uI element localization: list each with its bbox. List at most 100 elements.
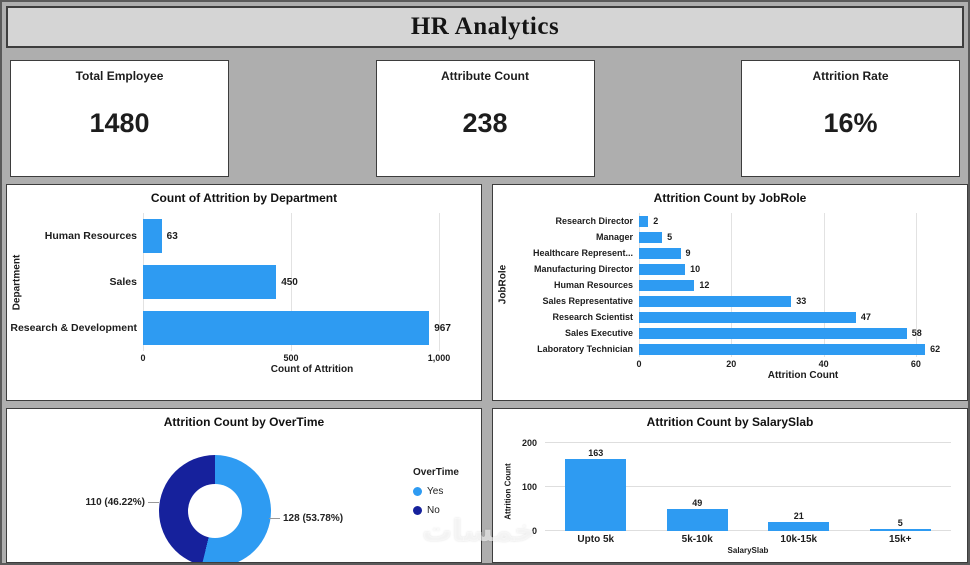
dashboard-header: HR Analytics [6, 6, 964, 48]
y-tick-label: 200 [521, 438, 537, 448]
chart-body: Human Resources Sales Research & Developme… [7, 213, 481, 375]
category-label: Research Scientist [552, 312, 633, 322]
chart-title: Count of Attrition by Department [150, 191, 338, 205]
bar[interactable] [869, 528, 931, 531]
legend-item-no[interactable]: No [413, 505, 459, 516]
category-label: Research Director [555, 216, 633, 226]
y-axis-ticks: 0 100 200 [517, 438, 541, 536]
leader-line [148, 502, 159, 503]
watermark: خمسات [422, 514, 536, 549]
bar-value-label: 49 [692, 498, 703, 509]
bar-row: 9 [639, 245, 939, 261]
bar-value-label: 10 [690, 264, 701, 274]
charts-grid: Count of Attrition by Department Departm… [6, 184, 968, 563]
bar-row: 967 [143, 305, 451, 351]
bar[interactable] [143, 219, 162, 253]
bar-value-label: 5 [667, 232, 673, 242]
category-label: Upto 5k [577, 534, 615, 545]
x-tick-label: 0 [140, 353, 146, 363]
bar-row: 33 [639, 293, 939, 309]
bar[interactable] [143, 265, 277, 299]
y-tick-label: 100 [521, 482, 537, 492]
chart-title: Attrition Count by SalarySlab [646, 415, 814, 429]
x-axis-label: SalarySlab [727, 546, 769, 555]
x-tick-label: 40 [818, 359, 829, 369]
kpi-value: 238 [462, 108, 508, 138]
slice-label-no: 110 (46.22%) [35, 497, 159, 508]
category-label: Laboratory Technician [537, 344, 633, 354]
bar[interactable] [666, 509, 728, 531]
legend-items: Yes No [413, 486, 459, 516]
bar[interactable] [639, 311, 856, 323]
category-label: Manufacturing Director [533, 264, 633, 274]
gridline [545, 442, 951, 443]
overtime-donut-chart: 110 (46.22%) 128 (53.78%) OverTime Yes No [7, 429, 481, 562]
bar-value-label: 21 [793, 510, 804, 521]
bar[interactable] [768, 521, 830, 531]
bar[interactable] [639, 247, 681, 259]
bar-row: 63 [143, 213, 439, 259]
bar[interactable] [639, 215, 649, 227]
bar-value-label: 2 [653, 216, 659, 226]
slice-value-no: 110 (46.22%) [85, 497, 146, 508]
x-tick-label: 0 [636, 359, 642, 369]
kpi-value: 16% [823, 108, 878, 138]
category-label: 5k-10k [681, 534, 713, 545]
category-label: Sales [109, 276, 137, 288]
bar[interactable] [639, 295, 792, 307]
department-chart-card: Count of Attrition by Department Departm… [6, 184, 482, 401]
x-tick-label: 500 [283, 353, 299, 363]
x-axis-label: Attrition Count [767, 370, 839, 381]
category-axis: Research Director Manager Healthcare Repre… [493, 213, 639, 381]
y-tick-label: 0 [531, 526, 537, 536]
y-axis-label: Department [11, 254, 23, 311]
legend-label: Yes [427, 486, 444, 497]
bar-row: 450 [143, 259, 439, 305]
bar[interactable] [143, 311, 430, 345]
bar-value-label: 5 [897, 517, 903, 528]
chart-title: Attrition Count by JobRole [653, 191, 807, 205]
bar-row: 2 [639, 213, 939, 229]
bar[interactable] [639, 279, 695, 291]
category-label: Sales Representative [542, 296, 633, 306]
plot-region: 2 5 9 10 12 33 47 58 62 0 20 40 60 Attrition Count [636, 213, 967, 381]
dashboard-title: HR Analytics [410, 13, 560, 40]
gridline [291, 213, 292, 351]
plot-area: 163 49 21 5 [545, 442, 951, 531]
donut-chart[interactable] [159, 455, 271, 562]
x-axis-ticks: 0 20 40 60 [636, 357, 939, 370]
gridline [823, 213, 825, 357]
bar[interactable] [639, 231, 663, 243]
department-bar-chart: Department Human Resources Sales Research … [7, 213, 481, 375]
bar-row: 5 [639, 229, 939, 245]
bar[interactable] [639, 263, 686, 275]
plot-area: 2 5 9 10 12 33 47 58 62 [639, 213, 941, 357]
kpi-card: Total Employee 1480 [10, 60, 229, 177]
bar[interactable] [639, 327, 907, 339]
overtime-chart-card: Attrition Count by OverTime 110 (46.22%)… [6, 408, 482, 563]
bar[interactable] [639, 343, 926, 355]
bar-column: 163 [545, 443, 647, 531]
bar-value-label: 33 [796, 296, 807, 306]
kpi-card: Attrition Rate 16% [741, 60, 960, 177]
salaryslab-chart-card: Attrition Count by SalarySlab Attrition … [492, 408, 968, 563]
bar-row: 10 [639, 261, 939, 277]
bar[interactable] [565, 459, 627, 531]
chart-title: Attrition Count by OverTime [163, 415, 325, 429]
kpi-label: Total Employee [75, 69, 164, 83]
jobrole-chart-card: Attrition Count by JobRole JobRole Resea… [492, 184, 968, 401]
category-label: 15k+ [888, 534, 912, 545]
donut-hole [188, 484, 242, 538]
salaryslab-bar-chart: Attrition Count 0 100 200 163 49 21 5 Upto 5k… [493, 438, 967, 555]
legend-item-yes[interactable]: Yes [413, 486, 459, 497]
legend-dot [413, 506, 422, 515]
category-label: Human Resources [44, 230, 137, 242]
bar-column: 21 [748, 443, 850, 531]
bar-value-label: 62 [930, 344, 941, 354]
legend-label: No [427, 505, 440, 516]
category-axis: Human Resources Sales Research & Developme… [7, 213, 143, 375]
category-label: Healthcare Represent... [532, 248, 633, 258]
x-tick-label: 1,000 [427, 353, 451, 363]
gridline [439, 213, 440, 351]
